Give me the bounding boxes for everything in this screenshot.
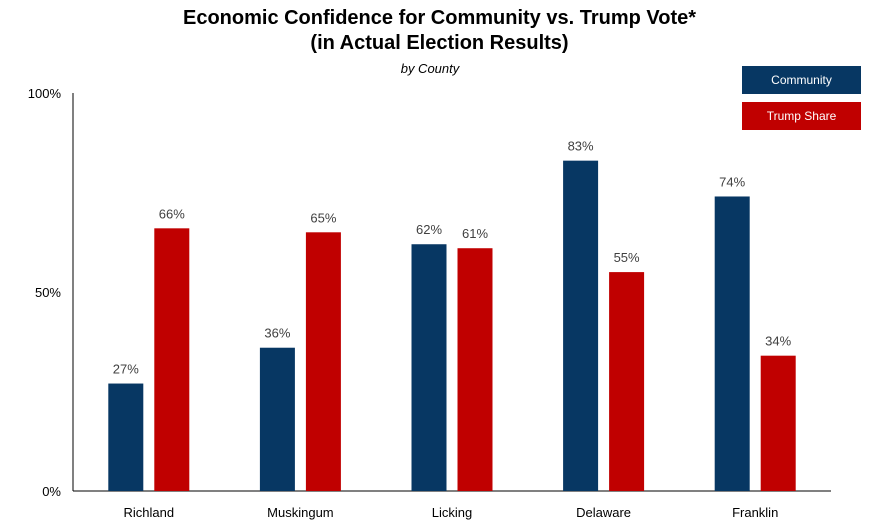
x-tick-label: Richland [124,505,175,520]
y-tick-label: 100% [28,86,62,101]
bar-community-delaware [563,160,599,491]
bar-trump-share-delaware [609,272,645,491]
data-label: 55% [614,250,640,265]
bar-community-richland [108,383,144,491]
data-label: 62% [416,222,442,237]
x-tick-label: Licking [432,505,472,520]
chart-subtitle: by County [400,61,460,76]
y-tick-label: 50% [35,285,61,300]
legend-item-community: Community [742,66,861,94]
data-label: 34% [765,334,791,349]
bar-trump-share-franklin [760,355,796,491]
x-tick-label: Franklin [732,505,778,520]
data-label: 61% [462,226,488,241]
bar-community-licking [411,244,447,491]
data-label: 66% [159,206,185,221]
y-tick-label: 0% [42,484,61,499]
chart-title-line2: (in Actual Election Results) [310,32,569,54]
bar-community-franklin [714,196,750,492]
x-tick-label: Muskingum [267,505,333,520]
bar-community-muskingum [259,347,295,491]
bar-trump-share-richland [154,228,190,491]
data-label: 74% [719,174,745,189]
bar-trump-share-licking [457,248,493,491]
data-label: 65% [310,210,336,225]
chart-title-line1: Economic Confidence for Community vs. Tr… [182,7,697,29]
x-tick-label: Delaware [576,505,631,520]
data-label: 83% [568,139,594,154]
legend-item-trump-share: Trump Share [742,102,861,130]
data-label: 27% [113,362,139,377]
chart-title: Economic Confidence for Community vs. Tr… [0,6,879,56]
data-label: 36% [264,326,290,341]
bar-trump-share-muskingum [305,232,341,492]
